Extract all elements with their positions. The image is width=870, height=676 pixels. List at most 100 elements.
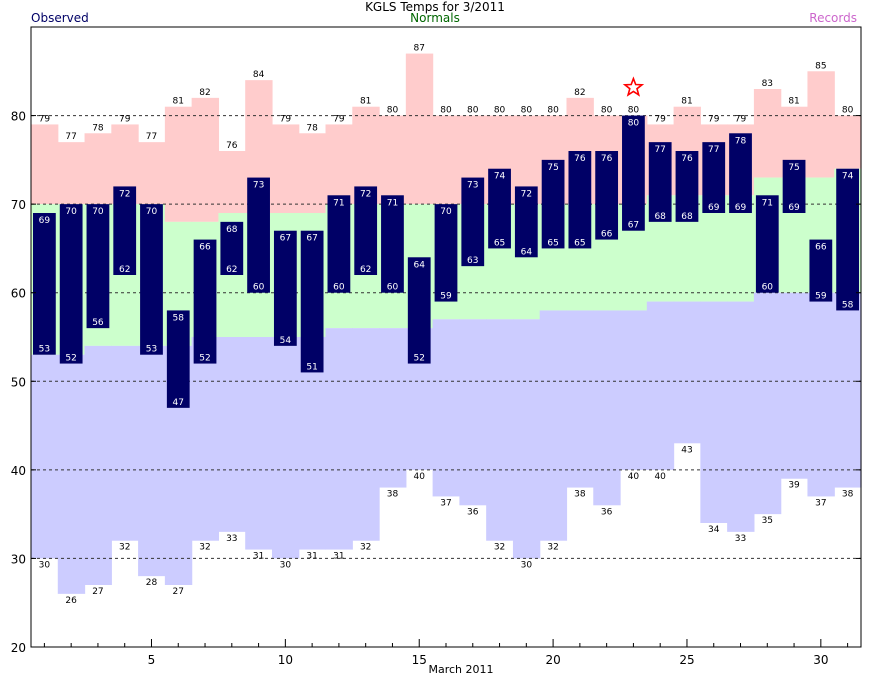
record-low-label: 38 [387, 490, 399, 500]
observed-low-label: 68 [654, 212, 666, 222]
y-tick-label: 60 [11, 287, 26, 301]
record-low-band [700, 301, 728, 523]
observed-bar [59, 204, 83, 364]
record-high-band [325, 124, 353, 205]
chart-title: KGLS Temps for 3/2011 [365, 0, 505, 14]
record-high-label: 81 [681, 97, 692, 107]
observed-low-label: 66 [601, 230, 613, 240]
record-low-band [245, 337, 273, 550]
record-high-label: 80 [521, 106, 533, 116]
x-tick-label: 10 [278, 653, 293, 667]
record-low-band [325, 328, 353, 550]
record-high-label: 80 [601, 106, 613, 116]
x-tick-label: 25 [679, 653, 694, 667]
observed-high-label: 69 [39, 216, 51, 226]
record-high-label: 85 [815, 61, 826, 71]
observed-low-label: 63 [467, 256, 478, 266]
record-low-band [138, 345, 166, 577]
observed-low-label: 69 [735, 203, 747, 213]
record-high-band [218, 151, 246, 213]
observed-low-label: 51 [306, 362, 317, 372]
record-low-label: 33 [226, 534, 237, 544]
observed-bar [755, 195, 779, 293]
observed-low-label: 52 [199, 354, 210, 364]
observed-bar [33, 213, 56, 355]
observed-bar [166, 310, 190, 408]
record-low-band [646, 301, 675, 470]
observed-high-label: 74 [494, 172, 506, 182]
observed-high-label: 76 [601, 154, 613, 164]
record-high-band [84, 133, 112, 205]
record-high-label: 84 [253, 70, 265, 80]
record-high-label: 81 [360, 97, 371, 107]
x-tick-label: 5 [148, 653, 156, 667]
observed-low-label: 47 [173, 398, 184, 408]
x-tick-label: 30 [813, 653, 828, 667]
record-low-label: 36 [467, 507, 479, 517]
record-low-band [459, 319, 487, 506]
record-high-label: 80 [628, 106, 640, 116]
observed-high-label: 73 [253, 181, 264, 191]
record-high-label: 79 [735, 114, 747, 124]
record-low-band [539, 310, 568, 541]
record-high-band [753, 89, 782, 178]
observed-high-label: 66 [199, 243, 211, 253]
observed-high-label: 66 [815, 243, 827, 253]
observed-high-label: 76 [574, 154, 586, 164]
observed-bar [568, 151, 592, 249]
record-low-label: 32 [360, 543, 371, 553]
record-high-band [31, 124, 59, 205]
observed-bar [809, 239, 833, 302]
record-low-band [31, 354, 59, 559]
record-high-label: 79 [119, 114, 131, 124]
observed-bar [273, 230, 297, 346]
observed-low-label: 56 [92, 318, 104, 328]
y-tick-label: 40 [11, 464, 26, 478]
record-high-label: 87 [413, 44, 424, 54]
observed-bar [729, 133, 752, 213]
observed-high-label: 70 [65, 207, 77, 217]
record-low-band [673, 301, 701, 444]
x-axis-label: March 2011 [428, 663, 493, 676]
record-low-label: 40 [628, 472, 640, 482]
observed-low-label: 69 [788, 203, 800, 213]
record-low-label: 30 [521, 560, 533, 570]
observed-bar [836, 168, 859, 311]
observed-low-label: 60 [762, 283, 774, 293]
observed-high-label: 71 [762, 198, 773, 208]
observed-high-label: 77 [654, 145, 665, 155]
y-tick-label: 80 [11, 110, 26, 124]
record-high-label: 81 [173, 97, 184, 107]
record-low-label: 28 [146, 578, 158, 588]
record-high-label: 78 [306, 123, 318, 133]
record-low-label: 32 [494, 543, 505, 553]
record-high-label: 79 [333, 114, 345, 124]
observed-high-label: 80 [628, 119, 640, 129]
record-low-label: 43 [681, 445, 692, 455]
record-high-label: 78 [92, 123, 104, 133]
observed-high-label: 72 [521, 189, 532, 199]
record-high-band [807, 71, 835, 178]
record-low-label: 30 [280, 560, 292, 570]
observed-low-label: 65 [547, 238, 558, 248]
observed-bar [327, 195, 351, 293]
observed-low-label: 67 [628, 221, 639, 231]
record-high-band [379, 115, 407, 205]
observed-high-label: 78 [735, 136, 747, 146]
observed-high-label: 71 [333, 198, 344, 208]
observed-high-label: 71 [387, 198, 398, 208]
observed-high-label: 70 [146, 207, 158, 217]
record-low-band [512, 319, 541, 559]
record-high-label: 80 [494, 106, 506, 116]
record-low-label: 36 [601, 507, 613, 517]
observed-bar [220, 221, 244, 275]
record-low-band [218, 337, 246, 532]
record-low-label: 27 [92, 587, 103, 597]
observed-bar [622, 115, 645, 231]
observed-high-label: 77 [708, 145, 719, 155]
record-high-label: 80 [547, 106, 559, 116]
record-low-band [432, 319, 460, 497]
record-high-label: 79 [280, 114, 292, 124]
observed-low-label: 68 [681, 212, 693, 222]
